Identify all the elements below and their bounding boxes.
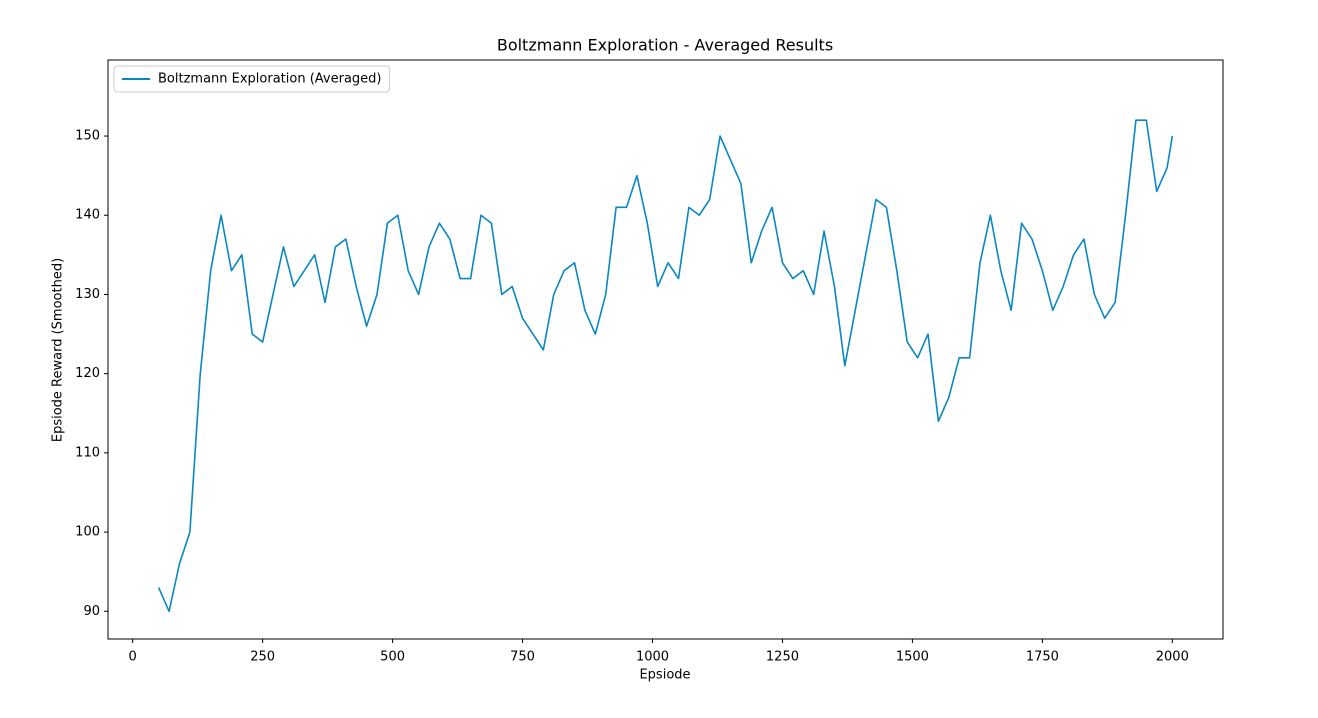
y-tick-label: 130 bbox=[75, 287, 100, 302]
y-tick-label: 100 bbox=[75, 525, 100, 540]
x-tick-label: 1250 bbox=[766, 650, 799, 665]
x-tick-label: 500 bbox=[380, 650, 405, 665]
x-tick-label: 750 bbox=[510, 650, 535, 665]
y-tick-label: 110 bbox=[75, 445, 100, 460]
x-tick-label: 0 bbox=[129, 650, 137, 665]
legend bbox=[113, 65, 390, 93]
x-tick-label: 1750 bbox=[1026, 650, 1059, 665]
plot-frame bbox=[107, 59, 1224, 640]
x-tick-label: 250 bbox=[250, 650, 275, 665]
x-axis-label: Epsiode bbox=[639, 668, 690, 683]
x-tick-label: 1500 bbox=[896, 650, 929, 665]
chart-title: Boltzmann Exploration - Averaged Results bbox=[497, 36, 833, 55]
x-tick-label: 1000 bbox=[636, 650, 669, 665]
y-tick-label: 120 bbox=[75, 366, 100, 381]
y-tick-label: 150 bbox=[75, 129, 100, 144]
y-tick-label: 90 bbox=[83, 604, 100, 619]
x-tick-label: 2000 bbox=[1156, 650, 1189, 665]
y-axis-label: Epsiode Reward (Smoothed) bbox=[51, 258, 66, 442]
y-tick-label: 140 bbox=[75, 208, 100, 223]
legend-label: Boltzmann Exploration (Averaged) bbox=[158, 72, 382, 87]
line-series bbox=[157, 119, 1174, 613]
